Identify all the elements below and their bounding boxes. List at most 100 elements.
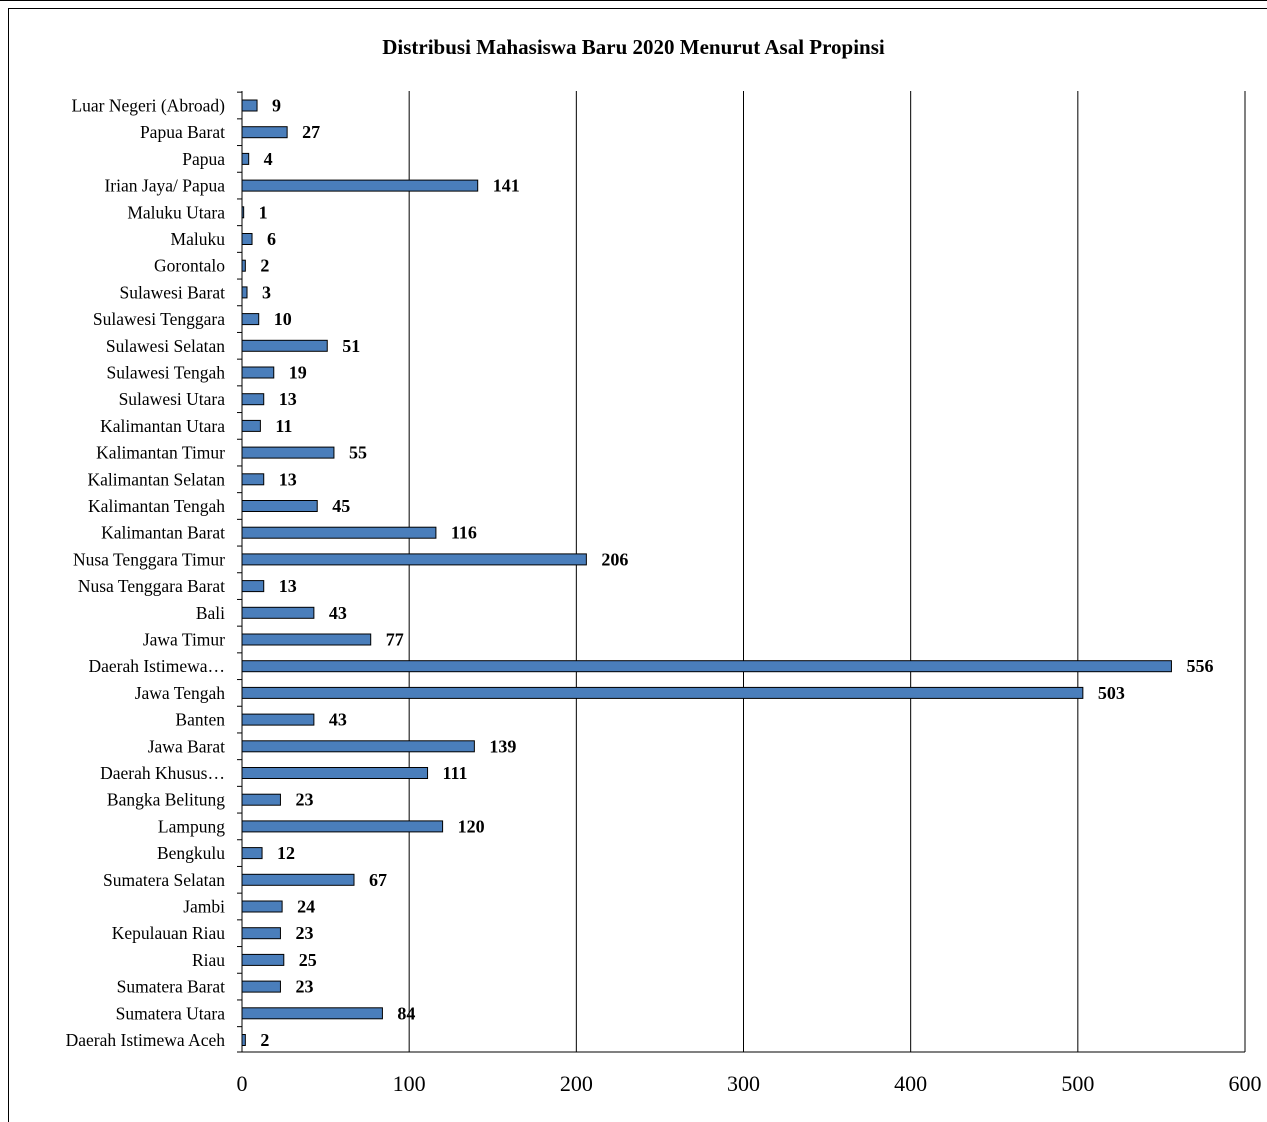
value-label: 23 xyxy=(295,977,313,997)
value-label: 2 xyxy=(260,256,269,276)
value-label: 67 xyxy=(369,870,387,890)
value-label: 45 xyxy=(332,496,350,516)
category-label: Kalimantan Tengah xyxy=(88,496,225,516)
bar xyxy=(241,580,265,593)
category-label: Sulawesi Barat xyxy=(120,282,226,302)
category-label: Jawa Barat xyxy=(148,736,225,756)
category-label: Bengkulu xyxy=(157,843,225,863)
value-label: 25 xyxy=(299,950,317,970)
value-label: 55 xyxy=(349,443,367,463)
category-label: Sulawesi Tengah xyxy=(106,363,225,383)
bar xyxy=(241,473,265,486)
value-label: 23 xyxy=(295,923,313,943)
category-label: Jambi xyxy=(183,897,225,917)
value-label: 1 xyxy=(259,202,268,222)
category-label: Sumatera Utara xyxy=(116,1003,226,1023)
category-label: Gorontalo xyxy=(154,256,225,276)
bar xyxy=(241,1007,383,1020)
category-label: Sumatera Barat xyxy=(117,977,225,997)
bar xyxy=(241,767,429,779)
category-label: Daerah Istimewa Aceh xyxy=(66,1030,226,1050)
value-label: 43 xyxy=(329,710,347,730)
value-labels: 9274141162310511913115513451162061343775… xyxy=(259,96,1214,1051)
category-label: Sulawesi Utara xyxy=(119,389,226,409)
value-label: 116 xyxy=(451,523,477,543)
category-labels: Luar Negeri (Abroad) Papua Barat Papua Iria… xyxy=(66,96,226,1051)
bar xyxy=(241,99,258,112)
category-label: Lampung xyxy=(158,816,225,836)
bar xyxy=(241,953,285,966)
x-axis-ticks: 0 100 200 300 400 500 600 xyxy=(237,1071,1262,1096)
value-label: 4 xyxy=(264,149,273,169)
bars xyxy=(241,99,1172,1046)
bar xyxy=(241,500,318,512)
bar xyxy=(241,927,281,940)
value-label: 84 xyxy=(397,1003,415,1023)
x-tick-label: 500 xyxy=(1061,1071,1094,1096)
value-label: 12 xyxy=(277,843,295,863)
bar xyxy=(241,820,444,833)
category-label: Sulawesi Tenggara xyxy=(93,309,225,329)
value-label: 2 xyxy=(260,1030,269,1050)
value-label: 27 xyxy=(302,122,320,142)
value-label: 141 xyxy=(493,176,520,196)
bar xyxy=(241,793,281,806)
bar xyxy=(241,259,246,272)
grid-lines xyxy=(237,91,1246,1053)
value-label: 13 xyxy=(279,469,297,489)
category-label: Maluku Utara xyxy=(127,202,225,222)
category-label: Irian Jaya/ Papua xyxy=(104,176,225,196)
bar xyxy=(241,686,1084,699)
value-label: 11 xyxy=(275,416,292,436)
bar xyxy=(241,873,355,886)
category-label: Banten xyxy=(175,710,225,730)
top-border-line xyxy=(0,0,1267,1)
value-label: 51 xyxy=(342,336,360,356)
value-label: 9 xyxy=(272,96,281,116)
value-label: 556 xyxy=(1186,656,1213,676)
bar xyxy=(241,740,475,753)
bar xyxy=(241,419,261,432)
value-label: 6 xyxy=(267,229,276,249)
bar xyxy=(241,847,263,860)
bar xyxy=(241,339,328,352)
bar xyxy=(241,126,288,139)
x-tick-label: 300 xyxy=(727,1071,760,1096)
value-label: 120 xyxy=(458,816,485,836)
chart-title: Distribusi Mahasiswa Baru 2020 Menurut A… xyxy=(382,35,885,59)
category-label: Daerah Khusus… xyxy=(100,763,225,783)
bar xyxy=(241,313,260,326)
value-label: 13 xyxy=(279,576,297,596)
x-tick-label: 0 xyxy=(237,1071,248,1096)
x-tick-label: 100 xyxy=(393,1071,426,1096)
value-label: 10 xyxy=(274,309,292,329)
chart-frame xyxy=(8,8,1267,1122)
bar xyxy=(241,526,437,539)
bar xyxy=(241,660,1172,673)
value-label: 139 xyxy=(489,736,516,756)
bar xyxy=(241,366,275,379)
category-label: Kalimantan Timur xyxy=(96,443,225,463)
category-label: Bangka Belitung xyxy=(107,790,225,810)
bar xyxy=(241,900,283,913)
x-tick-label: 200 xyxy=(560,1071,593,1096)
bar xyxy=(241,206,245,219)
value-label: 3 xyxy=(262,282,271,302)
bar xyxy=(241,633,372,646)
category-label: Kalimantan Barat xyxy=(101,523,225,543)
bar xyxy=(241,179,479,192)
category-label: Riau xyxy=(192,950,225,970)
bar xyxy=(241,233,253,245)
category-label: Papua Barat xyxy=(140,122,225,142)
bar xyxy=(241,152,250,165)
category-label: Kepulauan Riau xyxy=(112,923,225,943)
value-label: 24 xyxy=(297,897,315,917)
category-label: Bali xyxy=(196,603,225,623)
x-tick-label: 400 xyxy=(894,1071,927,1096)
category-label: Kalimantan Selatan xyxy=(87,469,225,489)
category-label: Luar Negeri (Abroad) xyxy=(71,96,225,116)
value-label: 77 xyxy=(386,630,404,650)
bar xyxy=(241,286,248,299)
category-label: Nusa Tenggara Timur xyxy=(73,549,225,569)
